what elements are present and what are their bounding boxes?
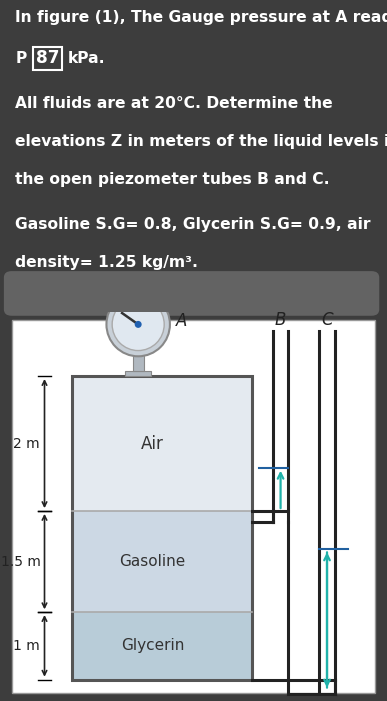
Text: In figure (1), The Gauge pressure at A reads: In figure (1), The Gauge pressure at A r… bbox=[15, 10, 387, 25]
Text: 87: 87 bbox=[36, 50, 60, 67]
Bar bbox=[72, 376, 252, 679]
Circle shape bbox=[135, 321, 142, 328]
Text: 1 m: 1 m bbox=[12, 639, 39, 653]
Text: 1.5 m: 1.5 m bbox=[1, 554, 41, 569]
FancyBboxPatch shape bbox=[4, 271, 379, 315]
Bar bbox=[125, 371, 151, 376]
Text: Air: Air bbox=[141, 435, 164, 453]
Text: 2 m: 2 m bbox=[13, 437, 39, 451]
Bar bbox=[72, 511, 252, 612]
Bar bbox=[72, 376, 252, 511]
Text: C: C bbox=[321, 311, 333, 329]
Bar bbox=[72, 612, 252, 679]
Text: Gasoline S.G= 0.8, Glycerin S.G= 0.9, air: Gasoline S.G= 0.8, Glycerin S.G= 0.9, ai… bbox=[15, 217, 371, 232]
Text: B: B bbox=[275, 311, 286, 329]
Circle shape bbox=[112, 298, 164, 350]
Text: the open piezometer tubes B and C.: the open piezometer tubes B and C. bbox=[15, 172, 330, 187]
Text: All fluids are at 20°C. Determine the: All fluids are at 20°C. Determine the bbox=[15, 95, 333, 111]
Bar bbox=[133, 355, 144, 371]
Text: Gasoline: Gasoline bbox=[120, 554, 186, 569]
Text: A: A bbox=[176, 311, 187, 329]
Text: elevations Z in meters of the liquid levels in: elevations Z in meters of the liquid lev… bbox=[15, 134, 387, 149]
Circle shape bbox=[106, 292, 170, 356]
Text: density= 1.25 kg/m³.: density= 1.25 kg/m³. bbox=[15, 255, 199, 270]
Text: kPa.: kPa. bbox=[68, 51, 105, 66]
Text: Glycerin: Glycerin bbox=[121, 639, 184, 653]
Text: P: P bbox=[15, 51, 27, 66]
